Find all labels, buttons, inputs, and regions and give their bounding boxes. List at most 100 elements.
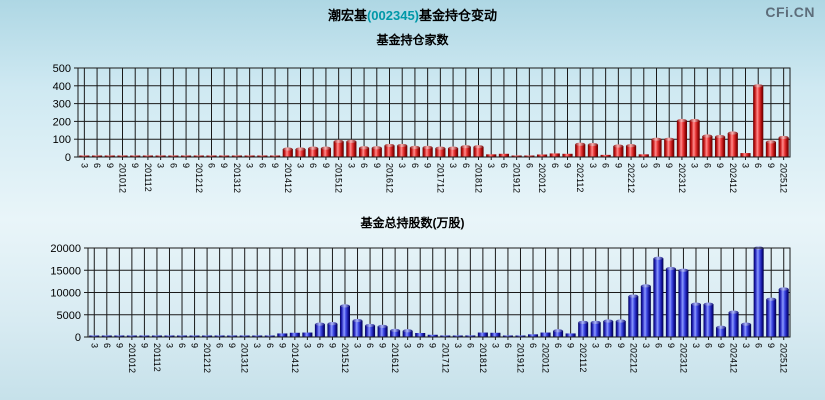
bar (390, 330, 401, 337)
x-tick-label: 6 (603, 343, 613, 348)
x-tick-label: 9 (219, 163, 229, 168)
x-tick-label: 201112 (152, 343, 162, 372)
x-tick-label: 3 (588, 163, 598, 168)
x-tick-label: 3 (490, 343, 500, 348)
bar (231, 155, 243, 157)
bar (440, 335, 451, 337)
bar-cap (402, 329, 413, 333)
bar (219, 155, 230, 157)
bar-cap (703, 302, 714, 306)
bar (664, 139, 675, 157)
x-tick-label: 6 (177, 343, 187, 348)
bar (269, 155, 281, 157)
x-tick-label: 6 (315, 343, 325, 348)
x-tick-label: 202012 (537, 163, 547, 193)
bar (778, 137, 789, 157)
x-tick-label: 3 (591, 343, 601, 348)
y-tick-label: 300 (53, 99, 71, 111)
bar-cap (575, 142, 585, 146)
x-tick-label: 6 (265, 343, 275, 348)
bar (753, 248, 764, 337)
x-tick-label: 9 (181, 163, 191, 168)
bar-cap (377, 324, 388, 328)
x-tick-label: 201712 (440, 343, 450, 373)
bar (498, 153, 510, 157)
x-tick-label: 201412 (290, 343, 300, 373)
bar-cap (616, 319, 626, 323)
bar (676, 120, 688, 157)
x-tick-label: 3 (639, 163, 649, 168)
bar (415, 332, 426, 337)
bar (206, 155, 217, 157)
bar (352, 320, 363, 337)
bar (151, 335, 162, 337)
bar (765, 141, 777, 157)
bar (114, 335, 125, 337)
bar (600, 154, 611, 157)
plot-border (77, 67, 791, 158)
bar (578, 322, 589, 337)
bar (553, 330, 564, 337)
x-tick-label: 201412 (283, 163, 293, 193)
x-tick-label: 201912 (512, 163, 522, 193)
bar (628, 296, 639, 337)
x-tick-label: 6 (257, 163, 267, 168)
x-tick-label: 201612 (390, 343, 400, 373)
bar (590, 322, 601, 337)
bar (562, 153, 573, 157)
x-tick-label: 201812 (478, 343, 488, 373)
bar (549, 153, 560, 157)
bar (473, 146, 484, 157)
x-tick-label: 9 (664, 163, 674, 168)
x-tick-label: 6 (754, 343, 764, 348)
bar-cap (590, 320, 601, 324)
bar-cap (340, 304, 350, 308)
x-tick-label: 9 (666, 343, 676, 348)
x-tick-label: 9 (105, 163, 115, 168)
cfi-logo: CFi.CN (765, 4, 815, 20)
bar-cap (346, 139, 357, 143)
x-tick-label: 3 (252, 343, 262, 348)
bar (447, 148, 459, 157)
x-tick-label: 202312 (677, 163, 687, 193)
bar (653, 258, 664, 337)
bar-cap (691, 302, 701, 306)
bar (741, 324, 752, 337)
x-tick-label: 3 (403, 343, 413, 348)
x-tick-label: 9 (428, 343, 438, 348)
x-tick-label: 9 (321, 163, 331, 168)
bar-cap (678, 268, 689, 272)
x-tick-label: 3 (302, 343, 312, 348)
x-tick-label: 3 (79, 163, 89, 168)
bar (714, 136, 726, 157)
x-tick-label: 202512 (779, 343, 789, 373)
bar (180, 155, 192, 157)
title-suffix: 基金持仓变动 (419, 8, 498, 23)
x-tick-label: 6 (503, 343, 513, 348)
bar (91, 155, 103, 157)
bar (130, 155, 141, 157)
x-tick-label: 9 (130, 163, 140, 168)
bar-cap (702, 134, 713, 138)
bar (358, 147, 370, 157)
bar-cap (333, 139, 344, 143)
bar-cap (666, 266, 676, 271)
bar (327, 323, 338, 337)
x-tick-label: 3 (89, 343, 99, 348)
bar (703, 304, 714, 337)
bar (640, 285, 651, 337)
bar (264, 335, 275, 337)
x-tick-label: 9 (327, 343, 337, 348)
bar (252, 335, 263, 337)
x-tick-label: 3 (741, 163, 751, 168)
x-tick-label: 201112 (143, 163, 153, 192)
x-tick-label: 9 (616, 343, 626, 348)
x-tick-label: 3 (346, 163, 356, 168)
bar (565, 333, 576, 337)
x-tick-label: 6 (553, 343, 563, 348)
x-tick-label: 3 (741, 343, 751, 348)
x-tick-label: 9 (139, 343, 149, 348)
bar-cap (613, 144, 624, 148)
bar-cap (365, 323, 375, 328)
